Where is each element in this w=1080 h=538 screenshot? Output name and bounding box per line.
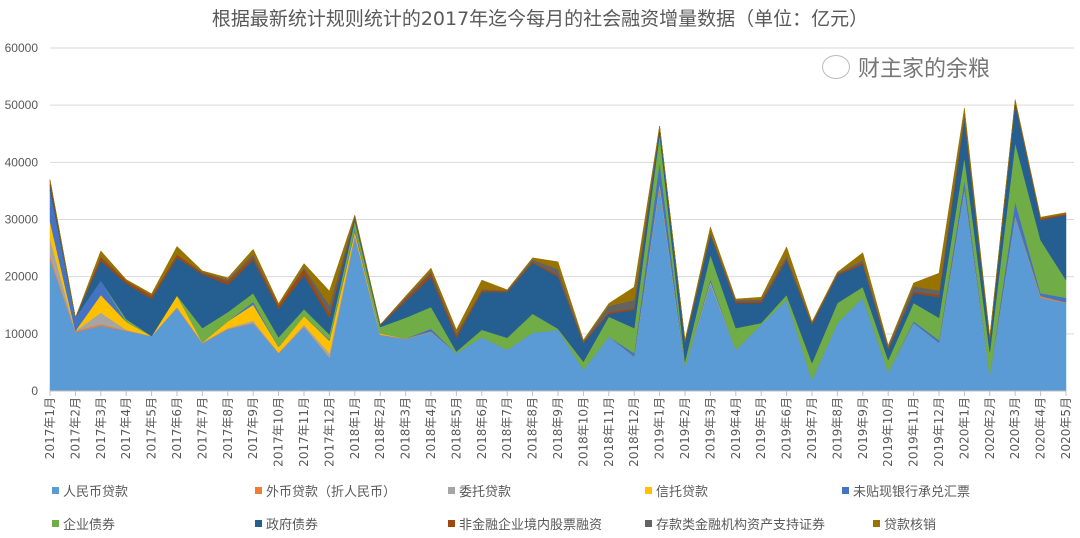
y-tick-label: 0 [31, 384, 38, 398]
legend-label: 外币贷款（折人民币） [266, 485, 397, 500]
x-tick-label: 2019年9月 [856, 397, 870, 459]
x-tick-label: 2019年7月 [805, 397, 819, 459]
x-tick-label: 2019年4月 [729, 397, 743, 459]
x-tick-label: 2020年5月 [1059, 397, 1073, 459]
y-tick-label: 10000 [5, 327, 39, 341]
x-tick-label: 2017年11月 [297, 397, 311, 467]
legend-item: 存款类金融机构资产支持证券 [645, 514, 825, 533]
legend-label: 存款类金融机构资产支持证券 [656, 518, 826, 533]
x-tick-label: 2017年8月 [221, 397, 235, 459]
area-series-9 [49, 99, 1067, 348]
x-tick-label: 2019年5月 [754, 397, 768, 459]
x-tick-label: 2018年9月 [551, 397, 565, 459]
legend-swatch [255, 520, 262, 527]
x-tick-label: 2020年1月 [957, 397, 971, 459]
legend-item: 贷款核销 [873, 514, 936, 533]
legend-label: 信托贷款 [656, 485, 709, 500]
wechat-icon [822, 55, 850, 79]
legend-swatch [645, 487, 652, 494]
legend-swatch [842, 487, 849, 494]
legend-label: 委托贷款 [459, 485, 512, 500]
legend-item: 企业债券 [52, 514, 115, 533]
legend-swatch [448, 487, 455, 494]
x-tick-label: 2018年5月 [449, 397, 463, 459]
x-tick-label: 2017年12月 [322, 397, 336, 467]
x-tick-label: 2017年1月 [43, 397, 57, 459]
x-tick-label: 2019年3月 [703, 397, 717, 459]
y-tick-label: 60000 [5, 41, 39, 55]
x-tick-label: 2018年12月 [627, 397, 641, 467]
legend-label: 人民币贷款 [63, 485, 129, 500]
x-tick-label: 2018年6月 [475, 397, 489, 459]
x-tick-label: 2019年12月 [932, 397, 946, 467]
x-tick-label: 2020年2月 [983, 397, 997, 459]
x-tick-label: 2018年8月 [526, 397, 540, 459]
x-tick-label: 2019年11月 [907, 397, 921, 467]
legend-item: 未贴现银行承兑汇票 [842, 481, 970, 500]
x-tick-label: 2018年1月 [348, 397, 362, 459]
legend-swatch [255, 487, 262, 494]
x-tick-label: 2017年7月 [195, 397, 209, 459]
legend-label: 非金融企业境内股票融资 [459, 518, 603, 533]
x-tick-label: 2020年4月 [1034, 397, 1048, 459]
x-tick-label: 2017年4月 [119, 397, 133, 459]
legend-item: 非金融企业境内股票融资 [448, 514, 602, 533]
legend-swatch [645, 520, 652, 527]
x-tick-label: 2019年10月 [881, 397, 895, 467]
y-tick-label: 40000 [5, 155, 39, 169]
legend-swatch [52, 520, 59, 527]
legend-label: 贷款核销 [884, 518, 937, 533]
x-tick-label: 2017年9月 [246, 397, 260, 459]
x-tick-label: 2018年7月 [500, 397, 514, 459]
legend-item: 信托贷款 [645, 481, 708, 500]
x-tick-label: 2018年4月 [424, 397, 438, 459]
x-tick-label: 2020年3月 [1008, 397, 1022, 459]
legend-item: 政府债券 [255, 514, 318, 533]
x-tick-label: 2017年2月 [68, 397, 82, 459]
x-tick-label: 2018年2月 [373, 397, 387, 459]
watermark-text: 财主家的余粮 [858, 57, 991, 82]
legend-item: 人民币贷款 [52, 481, 128, 500]
legend-label: 未贴现银行承兑汇票 [853, 485, 971, 500]
legend-label: 政府债券 [266, 518, 319, 533]
y-tick-label: 20000 [5, 270, 39, 284]
legend-item: 委托贷款 [448, 481, 511, 500]
x-tick-label: 2018年11月 [602, 397, 616, 467]
chart-title: 根据最新统计规则统计的2017年迄今每月的社会融资增量数据（单位：亿元） [211, 8, 869, 30]
legend-swatch [52, 487, 59, 494]
x-tick-label: 2017年6月 [170, 397, 184, 459]
x-tick-label: 2019年2月 [678, 397, 692, 459]
y-tick-label: 50000 [5, 98, 39, 112]
x-tick-label: 2019年6月 [780, 397, 794, 459]
legend-swatch [873, 520, 880, 527]
x-tick-label: 2017年5月 [145, 397, 159, 459]
x-tick-label: 2017年10月 [272, 397, 286, 467]
y-tick-label: 30000 [5, 213, 39, 227]
legend-label: 企业债券 [63, 518, 116, 533]
x-tick-label: 2018年10月 [576, 397, 590, 467]
watermark-logo: 财主家的余粮 [822, 50, 1058, 84]
x-tick-label: 2017年3月 [94, 397, 108, 459]
x-tick-label: 2019年8月 [830, 397, 844, 459]
x-tick-label: 2019年1月 [653, 397, 667, 459]
x-tick-label: 2018年3月 [399, 397, 413, 459]
legend-item: 外币贷款（折人民币） [255, 481, 396, 500]
legend-swatch [448, 520, 455, 527]
